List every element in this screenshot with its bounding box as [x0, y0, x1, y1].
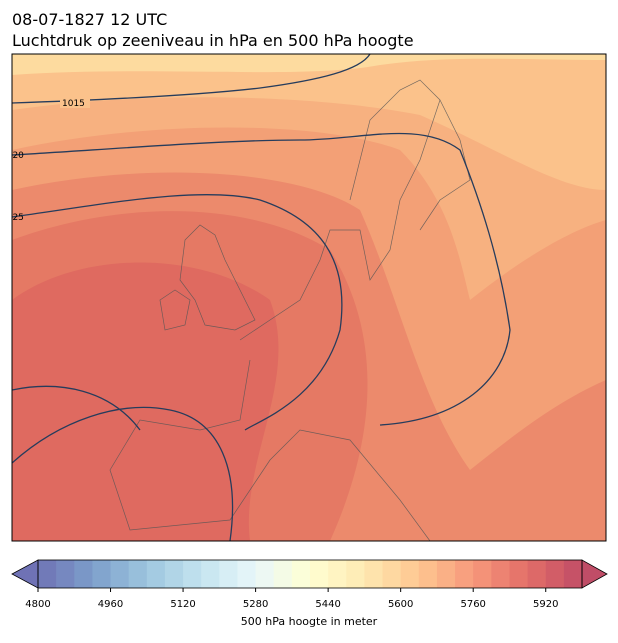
colorbar-bin [110, 560, 130, 588]
colorbar-bin [310, 560, 329, 588]
field [12, 54, 606, 190]
colorbar-tick-label: 5280 [243, 599, 268, 610]
colorbar-bin [164, 560, 184, 588]
colorbar-bin [92, 560, 112, 588]
colorbar-bin [346, 560, 365, 588]
isobar [12, 54, 511, 541]
colorbar-tick-label: 5440 [315, 599, 340, 610]
contour-label: 1015 [62, 99, 85, 109]
colorbar-tick-label: 5120 [170, 599, 195, 610]
colorbar-bin [455, 560, 474, 588]
title-line: Luchtdruk op zeeniveau in hPa en 500 hPa… [12, 31, 414, 50]
colorbar-bin [545, 560, 565, 588]
colorbar-extend [581, 559, 608, 589]
colorbar-bin [146, 560, 166, 588]
colorbar-tick-label: 5600 [388, 599, 413, 610]
colorbar-bin [219, 560, 238, 588]
colorbar-bin [38, 560, 57, 588]
contour-label: 1025 [1, 213, 24, 223]
colorbar-bin [563, 560, 583, 588]
colorbar-bin [128, 560, 148, 588]
colorbar-bin [74, 560, 93, 588]
contour-label: 1020 [1, 151, 24, 161]
colorbar-tick-label: 5760 [460, 599, 485, 610]
colorbar-bin [237, 560, 257, 588]
colorbar-bin [382, 560, 402, 588]
colorbar-bin [473, 560, 492, 588]
colorbar-bin [491, 560, 510, 588]
colorbar-frame [37, 559, 583, 589]
colorbar-extend [11, 559, 39, 589]
map-frame [11, 53, 607, 542]
colorbar-tick-label: 4800 [25, 599, 50, 610]
colorbar: 4800 4960 5120 5280 5440 5600 5760 5920 [11, 559, 608, 610]
colorbar-bin [400, 560, 420, 588]
colorbar-bin [56, 560, 75, 588]
map: 1015 1020 1025 [1, 54, 606, 541]
colorbar-bin [273, 560, 293, 588]
colorbar-bin [436, 560, 456, 588]
colorbar-bin [527, 560, 547, 588]
title-line: 08-07-1827 12 UTC [12, 10, 167, 29]
colorbar-bin [328, 560, 347, 588]
colorbar-tick-label: 5920 [533, 599, 558, 610]
colorbar-bin [183, 560, 202, 588]
colorbar-label: 500 hPa hoogte in meter [241, 615, 378, 628]
colorbar-bin [418, 560, 438, 588]
label-bg [60, 96, 90, 108]
colorbar-bin [255, 560, 275, 588]
colorbar-bin [509, 560, 529, 588]
colorbar-bin [291, 560, 311, 588]
colorbar-bin [364, 560, 384, 588]
colorbar-bin [201, 560, 220, 588]
field [12, 54, 606, 75]
colorbar-tick-label: 4960 [98, 599, 123, 610]
